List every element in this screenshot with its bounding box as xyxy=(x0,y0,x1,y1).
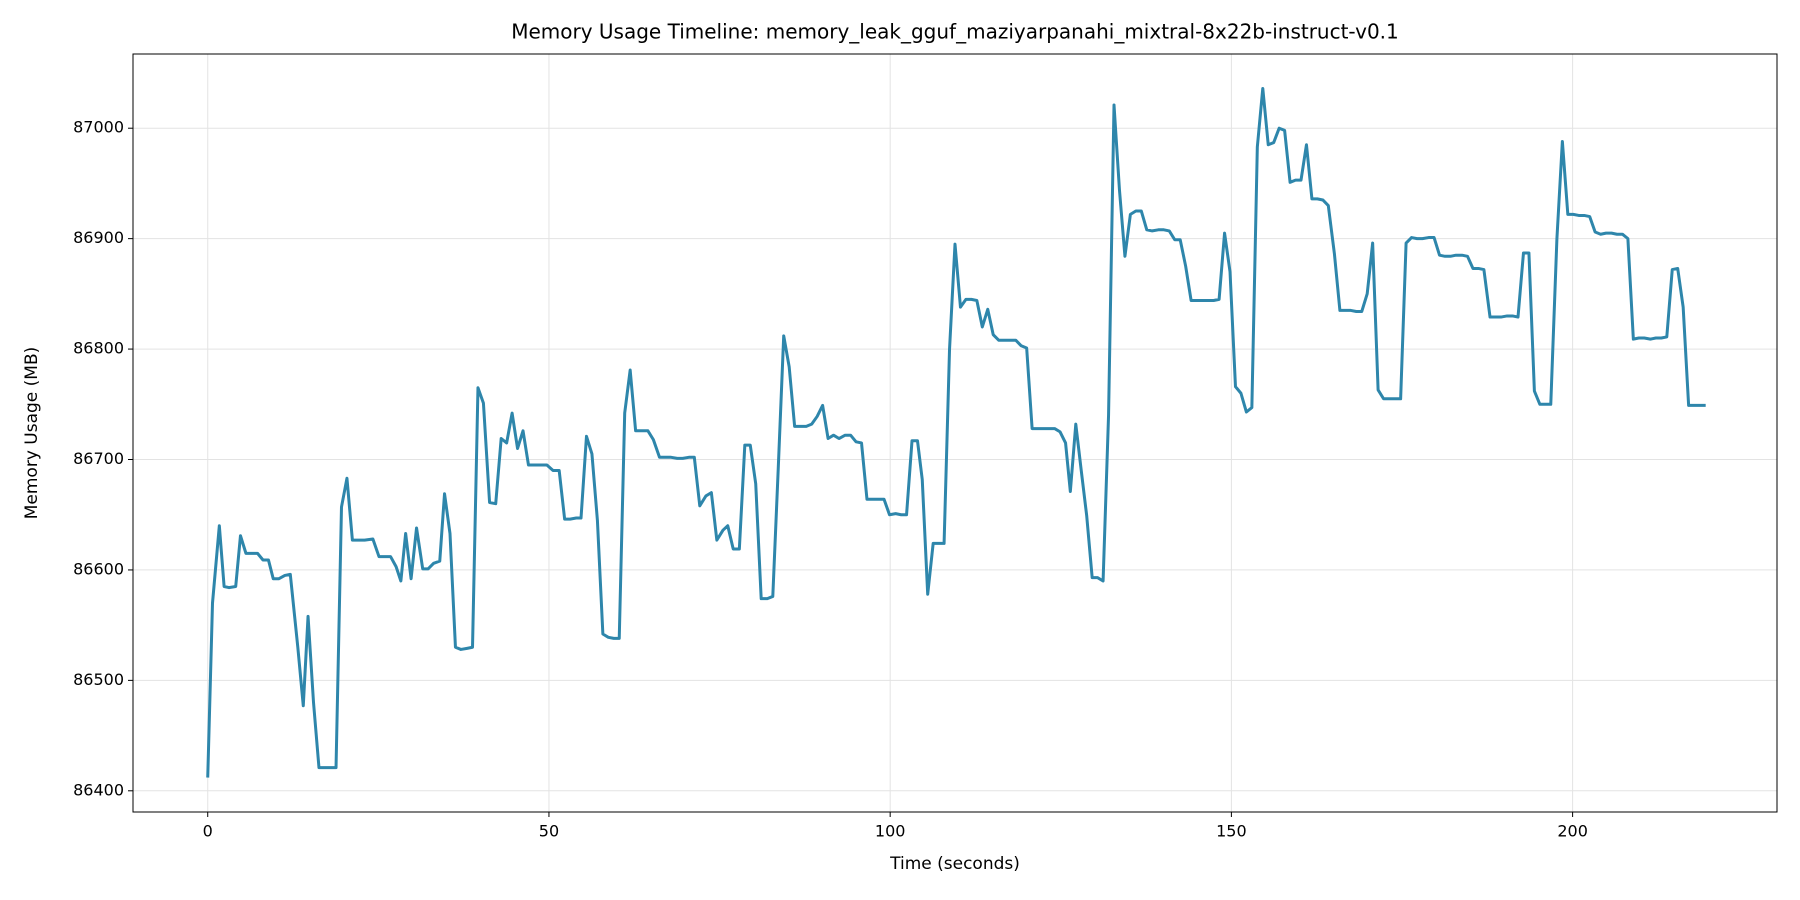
y-tick-label: 86900 xyxy=(73,228,124,247)
y-tick-label: 86400 xyxy=(73,780,124,799)
x-tick-label: 150 xyxy=(1216,822,1247,841)
x-tick-label: 50 xyxy=(539,822,559,841)
y-tick-label: 86600 xyxy=(73,559,124,578)
data-line xyxy=(206,86,1706,778)
x-tick-label: 0 xyxy=(203,822,213,841)
x-tick-label: 100 xyxy=(875,822,906,841)
y-tick-label: 86500 xyxy=(73,670,124,689)
axes-frame xyxy=(132,53,1778,813)
y-tick-label: 86700 xyxy=(73,449,124,468)
x-tick-label: 200 xyxy=(1557,822,1588,841)
plot-area: 86400 86500 86600 86700 86800 86900 87000 0 50 10… xyxy=(73,54,1777,841)
chart-title: Memory Usage Timeline: memory_leak_gguf_… xyxy=(511,20,1399,44)
y-tick-label: 86800 xyxy=(73,339,124,358)
x-axis-label: Time (seconds) xyxy=(889,854,1020,874)
y-tick-label: 87000 xyxy=(73,118,124,137)
y-axis-label: Memory Usage (MB) xyxy=(22,347,42,520)
